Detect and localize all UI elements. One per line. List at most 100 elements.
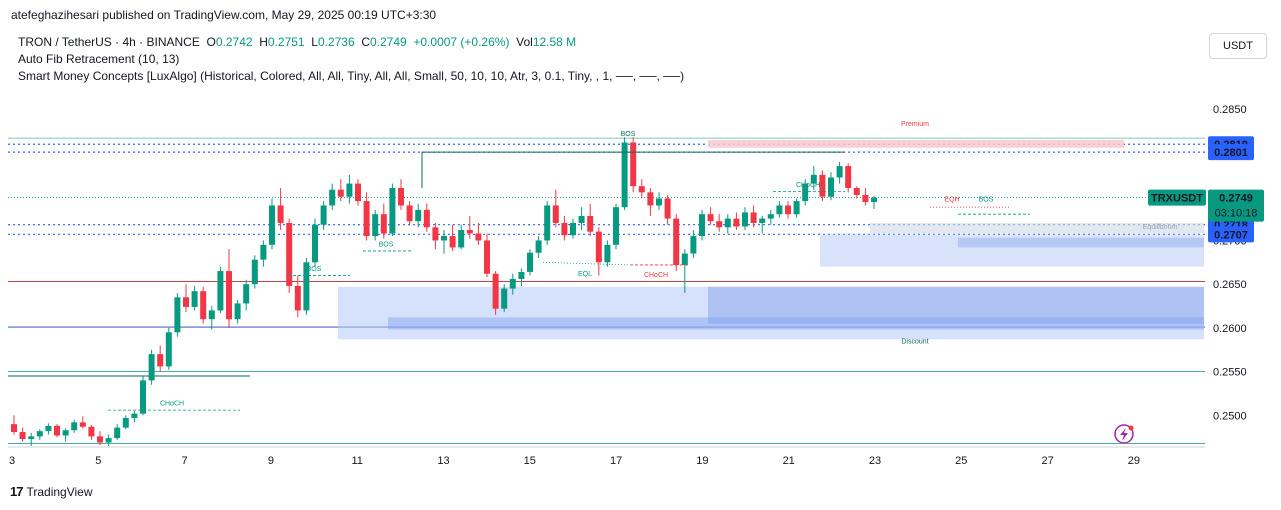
x-tick-label: 29	[1128, 455, 1140, 467]
structure-label: BOS	[621, 131, 636, 138]
premium-label: Premium	[901, 121, 929, 128]
candle-up	[234, 303, 241, 320]
candle-up	[174, 297, 181, 333]
symbol-title[interactable]: TRON / TetherUS · 4h · BINANCE	[18, 35, 200, 49]
candle-up	[45, 425, 52, 432]
y-tick-label: 0.2550	[1213, 367, 1247, 379]
candle-down	[862, 194, 869, 202]
candle-up	[415, 209, 422, 222]
candle-down	[845, 166, 852, 188]
current-price-label: 0.2749	[1219, 193, 1253, 205]
candle-up	[312, 224, 318, 263]
candle-down	[294, 285, 301, 311]
candle-up	[71, 422, 78, 431]
candle-down	[97, 436, 103, 443]
candle-down	[277, 205, 284, 223]
candle-up	[690, 236, 697, 254]
candle-down	[638, 186, 645, 193]
equilibrium-label: Equilibrium	[1143, 224, 1178, 231]
candle-down	[406, 205, 413, 222]
candle-down	[673, 218, 680, 265]
bos-main-line	[421, 151, 845, 188]
candle-down	[664, 198, 671, 219]
candle-down	[785, 205, 791, 215]
structure-label: CHoCH	[644, 272, 668, 279]
tradingview-brand[interactable]: 17 TradingView	[10, 484, 93, 499]
indicator-fib[interactable]: Auto Fib Retracement (10, 13)	[18, 52, 180, 66]
indicator-smc[interactable]: Smart Money Concepts [LuxAlgo] (Historic…	[18, 69, 685, 83]
candle-down	[484, 240, 490, 274]
open-value: 0.2742	[215, 35, 253, 49]
brand-label: TradingView	[26, 484, 93, 499]
candle-down	[587, 215, 594, 232]
candle-down	[595, 231, 602, 263]
discount-label: Discount	[901, 339, 928, 346]
candle-up	[802, 183, 809, 202]
candle-up	[699, 214, 705, 237]
premium-zone	[708, 139, 1124, 148]
x-tick-label: 15	[524, 455, 536, 467]
candle-up	[836, 166, 843, 178]
x-tick-label: 25	[955, 455, 967, 467]
candle-up	[793, 201, 800, 215]
candle-up	[578, 215, 585, 223]
candle-down	[355, 183, 361, 202]
tradingview-logo-icon: 17	[10, 484, 24, 499]
candle-down	[398, 187, 404, 206]
candle-up	[501, 288, 508, 309]
candle-down	[492, 273, 499, 309]
candle-down	[449, 236, 456, 248]
y-tick-label: 0.2500	[1213, 410, 1247, 422]
candle-up	[251, 259, 258, 285]
alert-dot-icon	[1128, 425, 1134, 431]
symbol-tag	[1148, 189, 1206, 206]
candle-down	[716, 221, 723, 228]
candle-up	[509, 278, 516, 289]
structure-label: CHoCH	[160, 401, 184, 408]
x-tick-label: 19	[696, 455, 708, 467]
candle-up	[828, 177, 834, 197]
candle-down	[630, 142, 637, 187]
candle-up	[527, 252, 533, 272]
candle-down	[200, 291, 207, 320]
candle-up	[458, 229, 465, 248]
candle-down	[226, 271, 232, 320]
structure-label: BOS	[307, 266, 322, 273]
structure-label: BOS	[979, 197, 994, 204]
order-block-bottom	[388, 317, 1204, 330]
candle-up	[441, 236, 447, 241]
candle-up	[329, 189, 336, 206]
x-tick-label: 17	[610, 455, 622, 467]
candle-up	[105, 438, 112, 443]
candle-up	[114, 427, 121, 439]
alert-lightning-icon	[1114, 424, 1134, 444]
x-tick-label: 23	[869, 455, 881, 467]
price-tag	[1208, 226, 1254, 243]
candle-down	[363, 201, 370, 237]
price-tag-label: 0.2707	[1214, 229, 1248, 241]
x-tick-label: 27	[1041, 455, 1053, 467]
price-tag	[1208, 144, 1254, 161]
low-label: L	[311, 35, 318, 49]
candle-up	[767, 214, 774, 219]
structure-label: CHoCH	[796, 182, 820, 189]
candle-up	[389, 187, 396, 234]
x-tick-label: 7	[182, 455, 188, 467]
candle-up	[544, 205, 551, 241]
candle-down	[750, 212, 757, 223]
order-block-zone	[708, 286, 1204, 324]
volume-value: 12.58 M	[532, 35, 577, 49]
candle-up	[724, 218, 731, 228]
volume-label: Vol	[516, 35, 533, 49]
candle-up	[810, 174, 817, 184]
candle-up	[122, 418, 129, 428]
candle-down	[475, 233, 482, 241]
currency-button[interactable]: USDT	[1209, 33, 1267, 59]
price-tag-label: 0.2801	[1214, 147, 1248, 159]
y-tick-label: 0.2850	[1213, 104, 1247, 116]
candle-up	[303, 262, 310, 311]
candle-up	[742, 212, 748, 227]
candle-down	[552, 205, 559, 223]
candle-up	[621, 142, 628, 208]
